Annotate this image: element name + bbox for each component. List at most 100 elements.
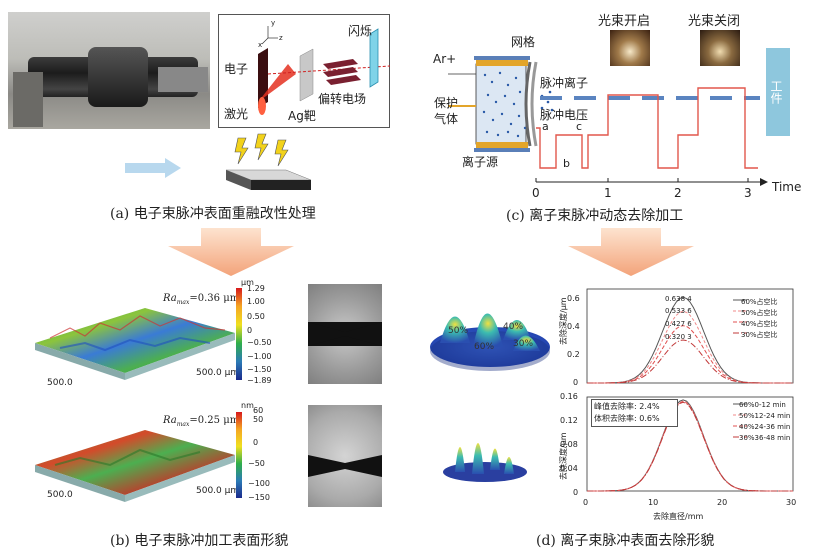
time-tick: 1: [604, 186, 612, 200]
micrograph-bottom: [308, 405, 382, 507]
target-label: Ag靶: [288, 109, 316, 123]
legend-item: 30%36-48 min: [739, 434, 791, 442]
removal-peaks-3d: [430, 313, 550, 371]
point-b-label: b: [563, 157, 570, 170]
chart-bottom-xtick: 30: [786, 498, 797, 507]
peak-removal-note: 峰值去除率: 2.4%: [594, 402, 660, 411]
point-c-label: c: [576, 120, 583, 133]
process-arrow-icon: [125, 158, 181, 178]
peak-label: 30%: [513, 339, 534, 349]
dim-top-1: 500.0: [47, 378, 73, 388]
unit-bottom: nm: [241, 401, 254, 410]
peak-value-label: 0.638 4: [665, 295, 692, 303]
series-line: [587, 325, 793, 384]
chart-bottom-ytick: 0.16: [560, 392, 578, 401]
caption-c: (c) 离子束脉冲动态去除加工: [506, 208, 684, 224]
surface-plot-top: [35, 308, 235, 380]
volume-removal-note: 体积去除率: 0.6%: [594, 414, 660, 423]
cbar-bottom-tick: −150: [248, 493, 270, 502]
gas-label: 气体: [434, 112, 459, 126]
down-arrow-left-icon: [168, 228, 294, 276]
dim-bottom-1: 500.0: [47, 490, 73, 500]
legend-item: 50%12-24 min: [739, 412, 791, 420]
cbar-top-tick: −1.00: [247, 352, 272, 361]
legend-item: 40%24-36 min: [739, 423, 791, 431]
legend-item: 30%占空比: [741, 331, 778, 339]
cbar-top-tick: 1.29: [247, 284, 265, 293]
cbar-top-tick: 0: [247, 326, 253, 335]
cbar-bottom-tick: 60: [253, 406, 264, 415]
caption-a: (a) 电子束脉冲表面重融改性处理: [110, 206, 316, 222]
legend-item: 60%占空比: [741, 298, 778, 306]
chart-bottom-ytick: 0.04: [560, 464, 578, 473]
dim-top-2: 500.0 μm: [196, 368, 240, 378]
beam-on-label: 光束开启: [598, 14, 651, 29]
surface-plot-bottom: [35, 430, 235, 502]
chart-bottom-ytick: 0.12: [560, 416, 578, 425]
axis-x-label: x: [258, 41, 263, 49]
legend-item: 50%占空比: [741, 309, 778, 317]
legend-item: 40%占空比: [741, 320, 778, 328]
workpiece-label: 工件: [769, 80, 783, 104]
series-line: [587, 401, 793, 492]
cbar-bottom-tick: −100: [248, 479, 270, 488]
flash-label: 闪烁: [348, 24, 373, 38]
cbar-top-tick: 1.00: [247, 297, 265, 306]
protect-label: 保护: [434, 96, 459, 110]
cbar-top-tick: 0.50: [247, 312, 265, 321]
caption-b: (b) 电子束脉冲加工表面形貌: [110, 533, 289, 549]
grid-label: 网格: [511, 35, 536, 49]
removal-spikes-3d: [443, 443, 527, 482]
beam-off-label: 光束关闭: [688, 14, 741, 29]
cbar-top-tick: −1.50: [247, 365, 272, 374]
peak-value-label: 0.533 6: [665, 307, 692, 315]
removal-note-box: [591, 399, 678, 427]
axis-z-label: z: [279, 34, 283, 42]
ra-top: Ramax=0.36 μm: [163, 293, 239, 306]
peak-value-label: 0.320 3: [665, 333, 692, 341]
chart-top-ytick: 0.2: [567, 350, 580, 359]
chart-bottom-ytick: 0: [573, 488, 579, 497]
caption-d: (d) 离子束脉冲表面去除形貌: [536, 533, 715, 549]
point-a-label: a: [542, 120, 549, 133]
chart-bottom-xtick: 20: [717, 498, 728, 507]
plot-frame: [586, 288, 794, 384]
pulse-voltage-label: 脉冲电压: [540, 108, 589, 122]
ra-bottom: Ramax=0.25 μm: [163, 415, 239, 428]
axis-y-label: y: [271, 19, 276, 27]
colorbar-top: [236, 288, 242, 380]
ra-bottom-value: =0.25 μm: [189, 415, 240, 426]
chart-top-ytick: 0.4: [567, 322, 580, 331]
peak-label: 50%: [448, 326, 469, 336]
colorbar-bottom: [236, 412, 242, 498]
unit-top: μm: [241, 278, 254, 287]
depth-chart-duty-cycle: [586, 288, 794, 384]
chart-bottom-xlabel: 去除直径/mm: [653, 512, 704, 521]
peak-label: 40%: [503, 322, 524, 332]
ra-top-sub: max: [176, 299, 190, 306]
time-tick: 0: [532, 186, 540, 200]
time-tick: 2: [674, 186, 682, 200]
time-tick: 3: [744, 186, 752, 200]
field-label: 偏转电场: [318, 92, 367, 106]
chart-bottom-xtick: 0: [583, 498, 589, 507]
down-arrow-right-icon: [568, 228, 694, 276]
laser-label: 激光: [224, 107, 249, 121]
peak-value-label: 0.427 6: [665, 320, 692, 328]
legend-item: 60%0-12 min: [739, 401, 786, 409]
cbar-bottom-tick: 0: [253, 438, 259, 447]
series-line: [587, 339, 793, 384]
ra-bottom-label: Ra: [163, 415, 177, 426]
beam-on-photo: [610, 30, 650, 66]
cbar-top-tick: −1.89: [247, 376, 272, 385]
series-line: [587, 400, 793, 492]
chart-bottom-ytick: 0.08: [560, 440, 578, 449]
peak-label: 60%: [474, 342, 495, 352]
cbar-bottom-tick: 50: [253, 415, 264, 424]
cbar-top-tick: −0.50: [247, 338, 272, 347]
electron-label: 电子: [224, 62, 249, 76]
chart-top-ytick: 0: [573, 378, 579, 387]
micrograph-top: [308, 284, 382, 384]
dim-bottom-2: 500.0 μm: [196, 486, 240, 496]
depth-chart-time: [586, 396, 794, 492]
